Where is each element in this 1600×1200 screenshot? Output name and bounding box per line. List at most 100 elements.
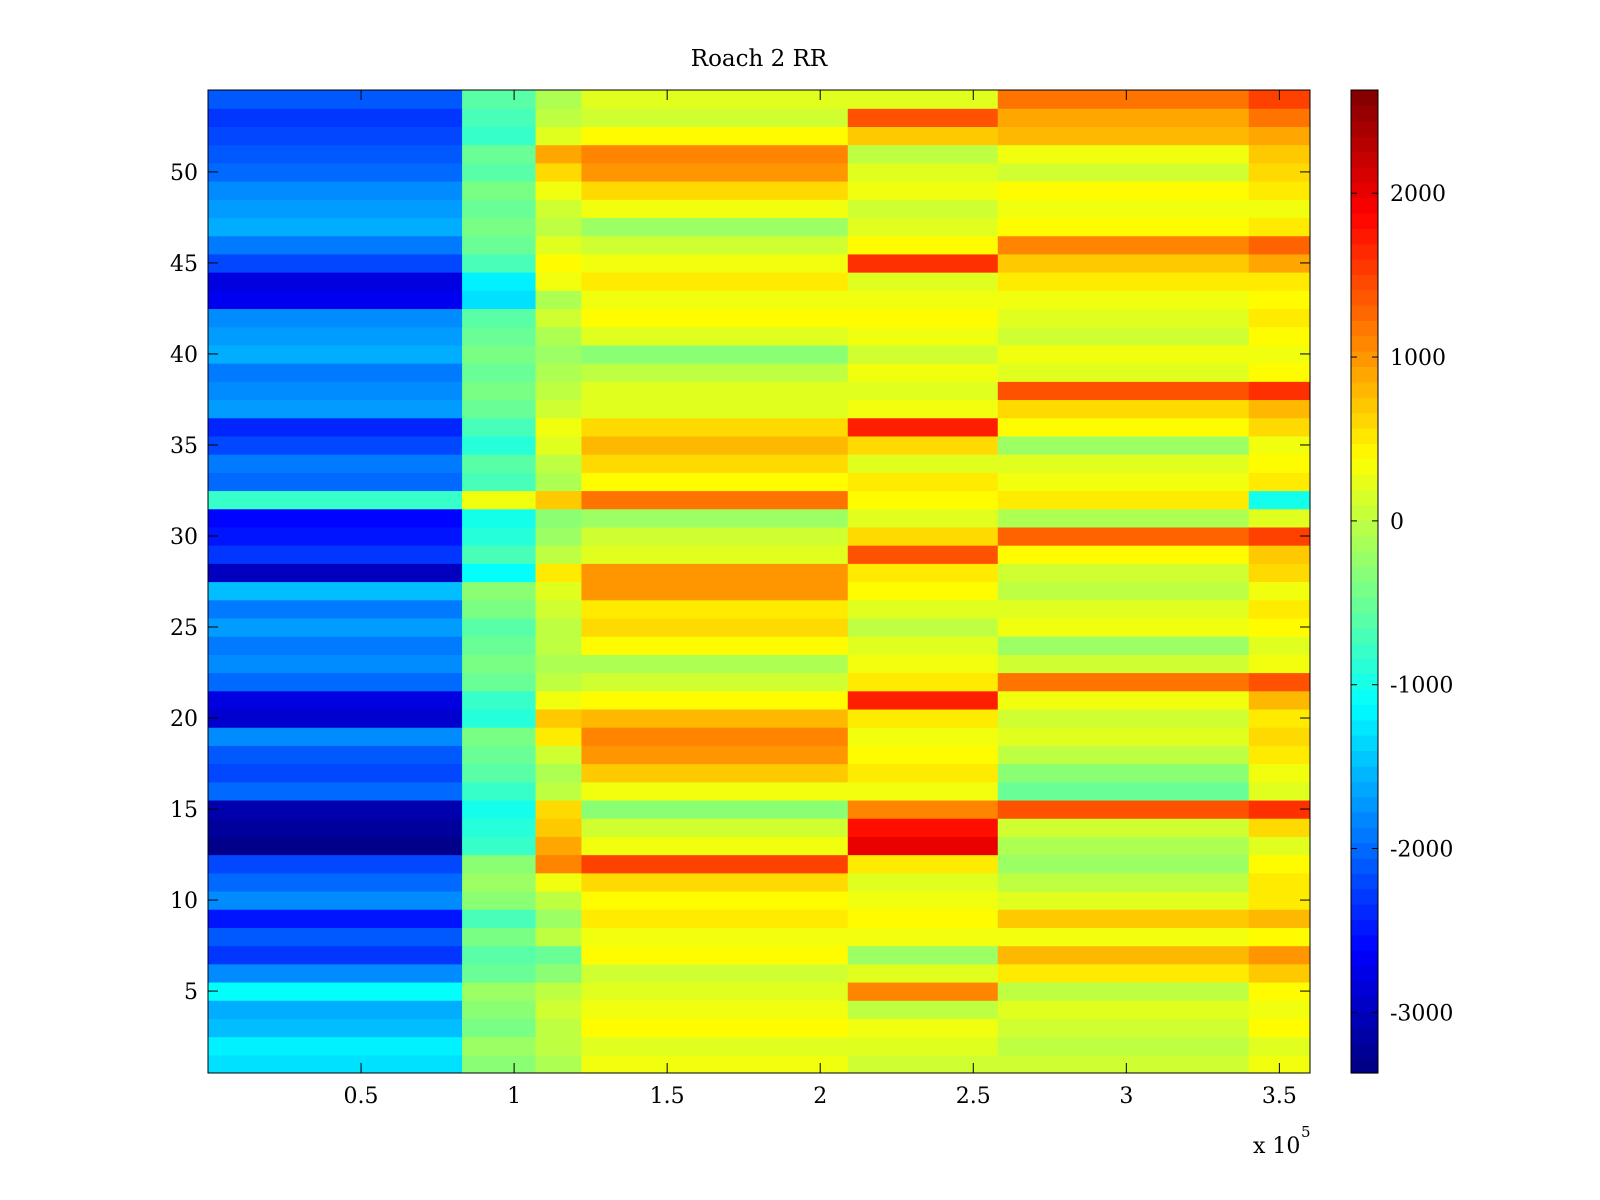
heat-cell (581, 454, 849, 473)
heat-cell (997, 272, 1250, 291)
colorbar-swatch (1351, 412, 1378, 429)
heat-cell (462, 363, 537, 382)
heat-cell (1248, 399, 1310, 419)
colorbar-swatch (1351, 704, 1378, 721)
colorbar-swatch (1351, 197, 1378, 214)
heat-cell (462, 344, 537, 364)
heat-cell (462, 763, 537, 783)
colorbar-swatch (1351, 243, 1378, 260)
heat-cell (581, 617, 849, 637)
heat-cell (847, 90, 999, 109)
colorbar-swatch (1351, 212, 1378, 229)
heat-cell (997, 708, 1250, 728)
heat-cell (208, 636, 463, 655)
heat-cell (581, 399, 849, 419)
heat-cell (997, 217, 1250, 237)
heat-cell (208, 563, 463, 583)
heat-cell (997, 399, 1250, 419)
heat-cell (462, 108, 537, 127)
heat-cell (847, 290, 999, 310)
colorbar-swatch (1351, 842, 1378, 859)
heat-cell (847, 399, 999, 419)
x-tick-label: 3.5 (1262, 1084, 1297, 1109)
heat-cell (1248, 963, 1310, 983)
heat-cell (535, 690, 583, 710)
heat-cell (535, 162, 583, 182)
colorbar-swatch (1351, 1011, 1378, 1028)
colorbar-swatch (1351, 1057, 1378, 1074)
heat-cell (462, 836, 537, 856)
heat-cell (847, 381, 999, 401)
heat-cell (581, 1036, 849, 1056)
heat-cell (535, 144, 583, 164)
heat-cell (997, 636, 1250, 655)
heat-cell (581, 890, 849, 910)
heat-cell (208, 872, 463, 892)
heat-cell (462, 563, 537, 583)
heat-cell (997, 363, 1250, 382)
heat-cell (208, 199, 463, 219)
colorbar-swatch (1351, 1026, 1378, 1043)
heat-cell (997, 599, 1250, 619)
heat-cell (1248, 272, 1310, 291)
heat-cell (847, 799, 999, 819)
x-axis: 0.5 1 1.5 2 2.5 3 3.5 (344, 90, 1297, 1109)
heat-cell (535, 381, 583, 401)
heat-cell (581, 272, 849, 291)
colorbar-swatch (1351, 980, 1378, 997)
heat-cell (847, 417, 999, 437)
colorbar-swatch (1351, 151, 1378, 168)
heat-cell (847, 199, 999, 219)
heat-cell (581, 344, 849, 364)
heat-cell (462, 854, 537, 874)
y-tick-label: 45 (170, 252, 198, 277)
heat-cell (847, 563, 999, 583)
heat-cell (462, 90, 537, 109)
heat-cell (581, 144, 849, 164)
heat-cell (1248, 381, 1310, 401)
heat-cell (847, 818, 999, 837)
y-axis: 5 10 15 20 25 30 35 40 45 50 (170, 161, 1310, 1005)
heat-cell (208, 144, 463, 164)
heat-cell (535, 217, 583, 237)
heat-cell (535, 1018, 583, 1038)
colorbar-swatch (1351, 581, 1378, 598)
colorbar-swatch (1351, 658, 1378, 675)
heat-cell (535, 581, 583, 601)
heat-cell (581, 526, 849, 546)
heat-cell (997, 526, 1250, 546)
y-tick-label: 50 (170, 161, 198, 186)
heat-cell (535, 636, 583, 655)
heat-cell (997, 144, 1250, 164)
heat-cell (535, 199, 583, 219)
heat-cell (535, 108, 583, 127)
colorbar-swatch (1351, 965, 1378, 982)
heat-cell (208, 344, 463, 364)
heat-cell (1248, 526, 1310, 546)
heat-cell (997, 435, 1250, 455)
y-tick-label: 30 (170, 525, 198, 550)
heat-cell (581, 217, 849, 237)
heat-cell (208, 108, 463, 127)
heat-cell (208, 162, 463, 182)
heat-cell (208, 745, 463, 765)
heat-cell (581, 199, 849, 219)
heat-cell (208, 599, 463, 619)
heat-cell (1248, 981, 1310, 1001)
heat-cell (208, 545, 463, 564)
colorbar-swatch (1351, 473, 1378, 490)
heat-cell (208, 1018, 463, 1038)
heat-cell (462, 199, 537, 219)
heat-cell (208, 690, 463, 710)
colorbar-swatch (1351, 857, 1378, 874)
heat-cell (1248, 927, 1310, 947)
heat-cell (847, 490, 999, 510)
heat-cell (847, 235, 999, 255)
colorbar-swatch (1351, 397, 1378, 414)
heat-cell (535, 1036, 583, 1056)
heat-cell (847, 890, 999, 910)
heat-cell (581, 981, 849, 1001)
heat-cell (847, 781, 999, 801)
heat-cell (581, 108, 849, 127)
heat-cell (997, 872, 1250, 892)
